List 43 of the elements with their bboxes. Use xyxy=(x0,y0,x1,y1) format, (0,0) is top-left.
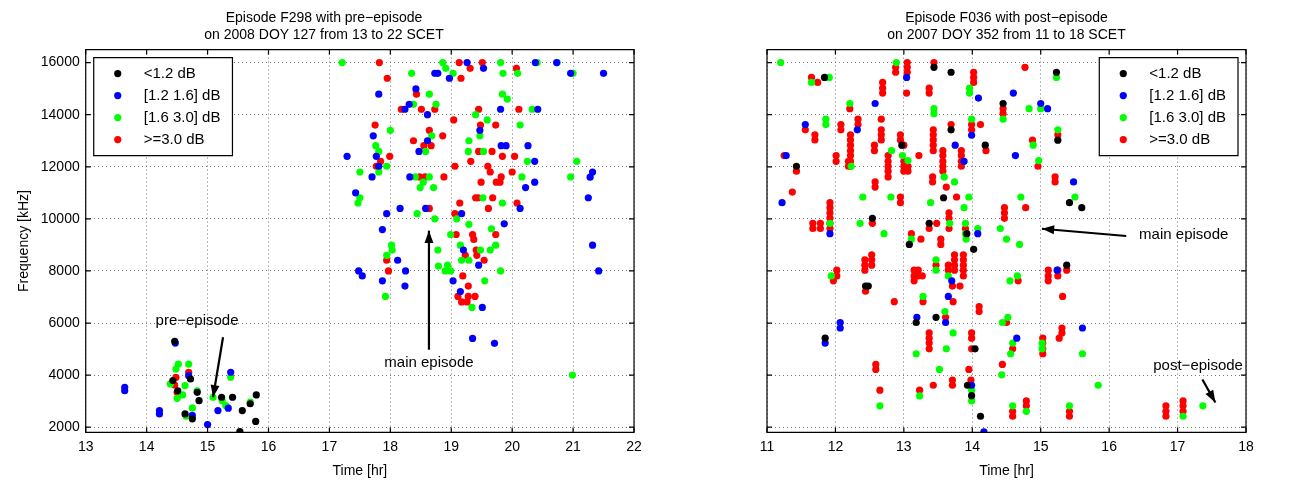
chart-title: Episode F298 with pre−episode on 2008 DOY 127 from 13 to 22 SCET xyxy=(204,9,445,43)
x-tick-label: 17 xyxy=(321,437,338,454)
y-tick-label: 12000 xyxy=(40,157,80,174)
x-axis-title: Time [hr] xyxy=(979,462,1034,479)
legend-label: [1.2 1.6] dB xyxy=(143,85,221,103)
y-tick-label: 8000 xyxy=(48,261,80,278)
x-axis-title: Time [hr] xyxy=(332,462,388,479)
x-tick-label: 12 xyxy=(827,437,844,454)
x-tick-label: 15 xyxy=(1032,437,1049,454)
x-tick-label: 11 xyxy=(759,437,775,454)
x-tick-label: 18 xyxy=(382,437,399,454)
y-tick-label: 6000 xyxy=(48,313,80,330)
annotation: main episode xyxy=(384,352,474,370)
legend-label: [1.2 1.6] dB xyxy=(1149,85,1227,103)
x-tick-label: 14 xyxy=(138,437,155,454)
x-tick-label: 16 xyxy=(1101,437,1118,454)
chart-title: Episode F036 with post−episode on 2007 DOY 352 from 11 to 18 SCET xyxy=(887,9,1127,43)
x-tick-label: 14 xyxy=(964,437,981,454)
annotation: pre−episode xyxy=(155,311,239,329)
y-tick-label: 4000 xyxy=(48,365,80,382)
y-axis-title: Frequency [kHz] xyxy=(15,190,32,292)
x-tick-label: 21 xyxy=(565,437,582,454)
legend-label: >=3.0 dB xyxy=(1149,129,1211,147)
annotation: post−episode xyxy=(1153,356,1243,374)
x-tick-label: 17 xyxy=(1169,437,1186,454)
legend-label: <1.2 dB xyxy=(1149,63,1202,81)
y-tick-label: 2000 xyxy=(48,418,80,435)
legend-label: [1.6 3.0] dB xyxy=(1149,107,1227,125)
legend-label: >=3.0 dB xyxy=(143,129,205,147)
legend-label: <1.2 dB xyxy=(143,63,196,81)
y-tick-label: 10000 xyxy=(40,209,80,226)
x-tick-label: 19 xyxy=(443,437,460,454)
y-tick-label: 16000 xyxy=(40,53,80,70)
x-tick-label: 16 xyxy=(260,437,277,454)
x-tick-label: 20 xyxy=(504,437,521,454)
x-tick-label: 18 xyxy=(1238,437,1254,454)
x-tick-label: 15 xyxy=(199,437,216,454)
x-tick-label: 13 xyxy=(77,437,94,454)
annotation: main episode xyxy=(1139,224,1229,242)
x-tick-label: 22 xyxy=(626,437,642,454)
y-tick-label: 14000 xyxy=(40,105,80,122)
legend-label: [1.6 3.0] dB xyxy=(143,107,221,125)
x-tick-label: 13 xyxy=(896,437,912,454)
